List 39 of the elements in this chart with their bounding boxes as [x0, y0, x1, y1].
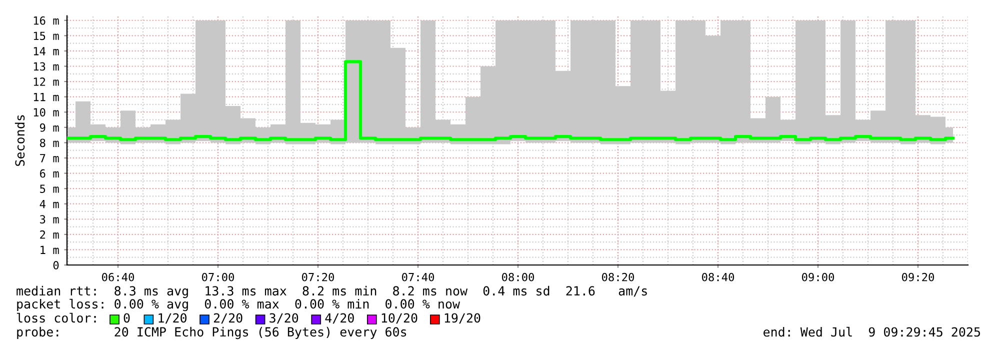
text: 4/20	[325, 313, 354, 324]
y-tick-label: 12 m	[34, 78, 59, 86]
y-tick-label: 5 m	[40, 184, 59, 193]
y-tick-label: 4 m	[40, 200, 59, 208]
y-tick-label: 7 m	[40, 154, 59, 162]
x-tick-label: 09:20	[902, 272, 934, 282]
y-tick-label: 8 m	[40, 138, 59, 148]
y-tick-label: 3 m	[40, 215, 59, 224]
text: loss color:	[16, 312, 96, 323]
text: 1/20	[158, 313, 186, 324]
text: 2/20	[214, 313, 242, 324]
text: 19/20	[444, 313, 480, 324]
y-tick-label: 10 m	[34, 108, 59, 117]
y-tick-label: 14 m	[34, 47, 59, 56]
x-tick-label: 06:40	[102, 272, 134, 282]
y-tick-label: 6 m	[40, 169, 59, 178]
y-tick-label: 0	[53, 261, 59, 270]
text: 3/20	[270, 313, 298, 324]
x-tick-label: 08:40	[702, 272, 734, 282]
y-tick-label: 11 m	[34, 92, 59, 102]
x-tick-label: 07:40	[402, 272, 434, 282]
y-tick-label: 15 m	[34, 32, 59, 40]
x-tick-label: 08:00	[502, 272, 534, 282]
text: median rtt: 8.3 ms avg 13.3 ms max 8.2 ms min 8.2 ms now 0.4 ms sd 21.6 am/s	[16, 286, 647, 298]
x-tick-label: 07:20	[302, 272, 334, 282]
y-tick-label: 13 m	[34, 62, 59, 71]
y-tick-label: 1 m	[40, 246, 59, 254]
y-tick-label: 2 m	[40, 230, 59, 239]
y-tick-label: 9 m	[40, 123, 59, 132]
text: packet loss: 0.00 % avg 0.00 % max 0.00 % min 0.00 % now	[17, 298, 460, 312]
y-tick-label: 16 m	[34, 16, 59, 25]
text: probe: 20 ICMP Echo Pings (56 Bytes) every 60s	[17, 326, 406, 340]
text: 0	[124, 313, 130, 323]
text: end: Wed Jul 9 09:29:45 2025	[764, 326, 980, 337]
x-tick-label: 07:00	[202, 272, 234, 282]
x-tick-label: 09:00	[802, 272, 834, 282]
y-axis-title: Seconds	[14, 115, 25, 166]
x-tick-label: 08:20	[602, 272, 634, 282]
text: 10/20	[382, 313, 418, 324]
